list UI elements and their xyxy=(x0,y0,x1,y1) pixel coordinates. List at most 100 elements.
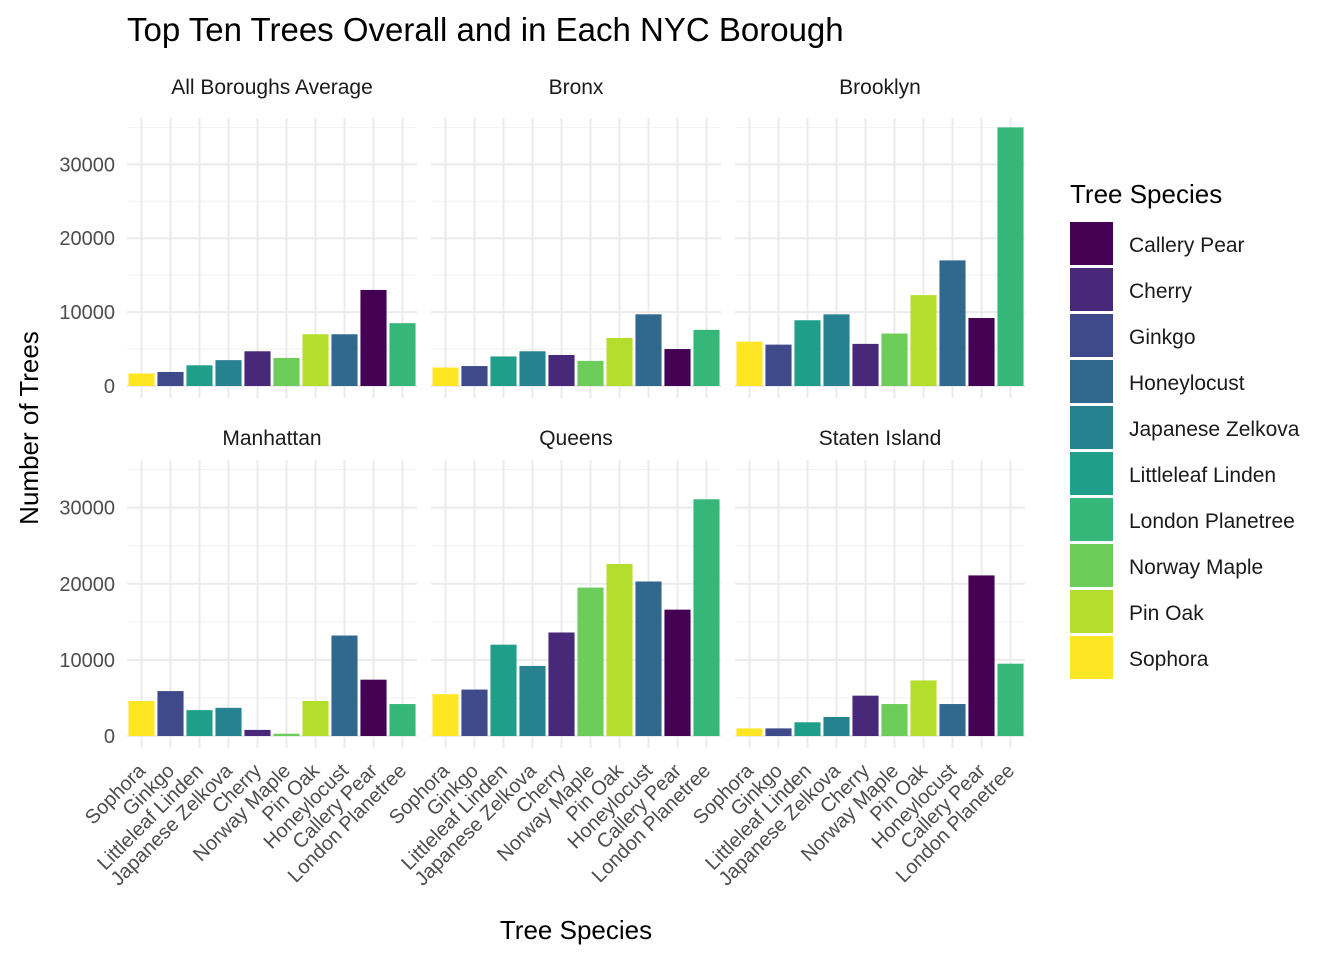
bar-callery-pear xyxy=(968,575,995,736)
bar-london-planetree xyxy=(389,323,416,386)
bar-sophora xyxy=(736,341,763,386)
bar-honeylocust xyxy=(939,704,966,736)
legend-swatch xyxy=(1070,544,1113,587)
bar-littleleaf-linden xyxy=(490,644,517,736)
bar-cherry xyxy=(548,632,575,736)
legend-label: Pin Oak xyxy=(1129,602,1204,625)
bar-london-planetree xyxy=(997,663,1024,736)
bar-ginkgo xyxy=(461,689,488,736)
bar-japanese-zelkova xyxy=(823,716,850,736)
bar-cherry xyxy=(852,343,879,386)
bar-cherry xyxy=(244,351,271,386)
bar-japanese-zelkova xyxy=(519,665,546,736)
bar-japanese-zelkova xyxy=(215,360,242,386)
panel-all-boroughs-average: All Boroughs Average 0 10000 20000 30000 xyxy=(59,76,417,398)
legend-label: Norway Maple xyxy=(1129,556,1263,579)
bar-pin-oak xyxy=(606,337,633,386)
bar-honeylocust xyxy=(331,635,358,736)
legend-label: Ginkgo xyxy=(1129,326,1196,349)
bar-ginkgo xyxy=(461,366,488,386)
y-tick-label: 0 xyxy=(104,376,115,398)
bar-littleleaf-linden xyxy=(794,722,821,736)
legend-swatch xyxy=(1070,406,1113,449)
bar-littleleaf-linden xyxy=(794,320,821,386)
legend-label: London Planetree xyxy=(1129,510,1295,533)
panel-label: Queens xyxy=(539,427,613,450)
legend-label: Callery Pear xyxy=(1129,234,1245,257)
legend-label: Honeylocust xyxy=(1129,372,1245,395)
bar-callery-pear xyxy=(664,349,691,386)
legend-swatch xyxy=(1070,360,1113,403)
panel-manhattan: Manhattan0100002000030000SophoraGinkgoLi… xyxy=(59,427,417,890)
y-tick-label: 0 xyxy=(104,726,115,748)
bar-pin-oak xyxy=(910,680,937,736)
bar-honeylocust xyxy=(331,334,358,386)
y-tick-label: 20000 xyxy=(59,228,115,250)
bar-pin-oak xyxy=(606,563,633,736)
bar-littleleaf-linden xyxy=(186,710,213,736)
legend-swatch xyxy=(1070,498,1113,541)
legend-item-ginkgo: Ginkgo xyxy=(1070,314,1196,357)
y-tick-label: 10000 xyxy=(59,650,115,672)
bar-cherry xyxy=(852,695,879,736)
y-tick-label: 10000 xyxy=(59,302,115,324)
bar-sophora xyxy=(432,367,459,386)
legend-title: Tree Species xyxy=(1070,179,1222,209)
panel-label: All Boroughs Average xyxy=(171,76,373,99)
bar-norway-maple xyxy=(577,360,604,386)
bar-japanese-zelkova xyxy=(519,351,546,386)
legend-label: Japanese Zelkova xyxy=(1129,418,1300,441)
bar-pin-oak xyxy=(910,295,937,386)
legend-item-callery-pear: Callery Pear xyxy=(1070,222,1245,265)
bar-callery-pear xyxy=(360,679,387,736)
panel-label: Brooklyn xyxy=(839,76,921,99)
bar-littleleaf-linden xyxy=(186,365,213,386)
legend-label: Littleleaf Linden xyxy=(1129,464,1276,487)
legend-swatch xyxy=(1070,452,1113,495)
y-tick-label: 30000 xyxy=(59,154,115,176)
bar-ginkgo xyxy=(765,344,792,386)
legend-label: Sophora xyxy=(1129,648,1209,671)
legend-swatch xyxy=(1070,268,1113,311)
legend-item-norway-maple: Norway Maple xyxy=(1070,544,1263,587)
bar-ginkgo xyxy=(157,691,184,736)
bar-sophora xyxy=(128,700,155,736)
panel-brooklyn: Brooklyn xyxy=(735,76,1025,398)
legend-item-pin-oak: Pin Oak xyxy=(1070,590,1204,633)
bar-ginkgo xyxy=(765,728,792,736)
chart-title: Top Ten Trees Overall and in Each NYC Bo… xyxy=(127,11,844,48)
bar-london-planetree xyxy=(389,704,416,736)
bar-norway-maple xyxy=(881,333,908,386)
bar-sophora xyxy=(128,373,155,386)
bar-norway-maple xyxy=(577,587,604,736)
bar-callery-pear xyxy=(360,289,387,386)
bar-norway-maple xyxy=(273,357,300,386)
bar-callery-pear xyxy=(664,609,691,736)
legend-label: Cherry xyxy=(1129,280,1193,303)
bar-honeylocust xyxy=(635,314,662,386)
bar-cherry xyxy=(548,354,575,386)
panels: All Boroughs Average 0 10000 20000 30000 Bron… xyxy=(59,76,1025,890)
legend-swatch xyxy=(1070,222,1113,265)
y-axis-title: Number of Trees xyxy=(14,331,44,525)
panel-bronx: Bronx xyxy=(431,76,721,398)
bar-london-planetree xyxy=(997,127,1024,386)
bar-pin-oak xyxy=(302,334,329,386)
legend-swatch xyxy=(1070,314,1113,357)
bar-honeylocust xyxy=(635,581,662,736)
bar-london-planetree xyxy=(693,329,720,386)
y-tick-label: 30000 xyxy=(59,498,115,520)
x-axis-title: Tree Species xyxy=(500,915,652,945)
legend: Tree Species Callery Pear Cherry Ginkgo Hon… xyxy=(1070,179,1300,679)
panel-label: Bronx xyxy=(549,76,604,99)
bar-cherry xyxy=(244,729,271,736)
bar-sophora xyxy=(736,728,763,736)
legend-item-honeylocust: Honeylocust xyxy=(1070,360,1245,403)
panel-label: Staten Island xyxy=(819,427,942,450)
legend-item-japanese-zelkova: Japanese Zelkova xyxy=(1070,406,1300,449)
bar-sophora xyxy=(432,694,459,736)
bar-japanese-zelkova xyxy=(823,314,850,386)
